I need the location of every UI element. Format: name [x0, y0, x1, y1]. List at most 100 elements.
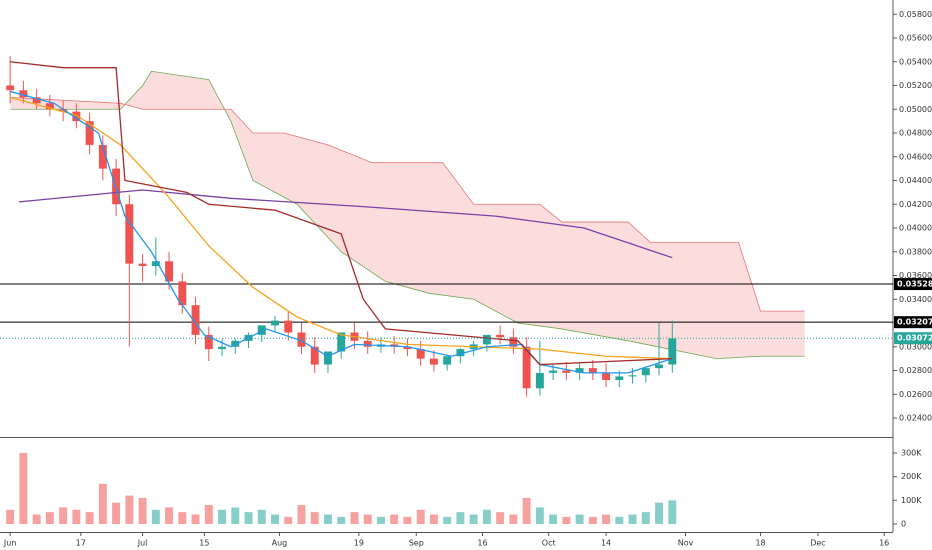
candle-body — [191, 305, 200, 335]
volume-bar — [350, 512, 359, 524]
volume-bar — [284, 516, 293, 524]
volume-bar — [443, 516, 452, 524]
candle-body — [522, 346, 531, 389]
x-tick-label: 16 — [477, 539, 487, 548]
volume-bar — [151, 509, 160, 524]
candle-body — [165, 261, 174, 282]
candle-body — [6, 85, 15, 91]
volume-bar — [588, 516, 597, 524]
candle-body — [509, 337, 518, 347]
candle-body — [456, 349, 465, 357]
candle-body — [363, 340, 372, 347]
candle-body — [628, 375, 637, 377]
candle-body — [588, 368, 597, 373]
candle-body — [151, 261, 160, 266]
volume-bar — [363, 514, 372, 524]
volume-bar — [482, 509, 491, 524]
x-tick-label: 15 — [199, 539, 209, 548]
volume-y-tick-label: 200K — [901, 472, 922, 481]
candle-body — [602, 372, 611, 380]
volume-bar — [72, 509, 81, 524]
x-tick-label: Jun — [3, 539, 17, 548]
volume-bar — [562, 516, 571, 524]
candle-body — [443, 356, 452, 365]
indicator-line — [9, 96, 673, 360]
candle-body — [549, 370, 558, 373]
price-label-box — [894, 316, 932, 329]
x-tick-label: Dec — [810, 539, 825, 548]
volume-bar — [496, 512, 505, 524]
volume-bar — [218, 509, 227, 524]
candle-body — [482, 334, 491, 345]
candle-body — [337, 332, 346, 352]
last-price-box — [894, 332, 932, 345]
volume-bar — [125, 495, 134, 524]
volume-bar — [390, 514, 399, 524]
volume-bar — [469, 514, 478, 524]
volume-bar — [45, 512, 54, 524]
volume-bar — [165, 507, 174, 524]
candle-body — [204, 334, 213, 350]
candle-body — [575, 368, 584, 373]
volume-bar — [429, 514, 438, 524]
candle-body — [59, 109, 68, 112]
candle-body — [72, 111, 81, 122]
cloud-span-b — [10, 96, 805, 312]
volume-y-tick-label: 300K — [901, 449, 922, 458]
volume-bar — [85, 512, 94, 524]
volume-bar — [549, 514, 558, 524]
candle-body — [125, 204, 134, 264]
candle-body — [297, 332, 306, 347]
candle-body — [416, 349, 425, 359]
volume-bar — [337, 516, 346, 524]
candle-body — [284, 320, 293, 333]
candle-body — [324, 351, 332, 365]
volume-bar — [615, 516, 624, 524]
x-tick-label: Jul — [137, 539, 148, 548]
volume-bar — [602, 514, 611, 524]
volume-bar — [19, 453, 28, 524]
candle-body — [310, 346, 319, 365]
candle-body — [32, 97, 41, 104]
cloud-span-a — [10, 70, 805, 360]
volume-bar — [257, 509, 266, 524]
candle-body — [19, 90, 28, 98]
price-label-box — [894, 278, 932, 291]
candle-body — [641, 368, 650, 376]
volume-bar — [178, 512, 187, 524]
candle-body — [257, 325, 266, 335]
volume-bar — [231, 507, 240, 524]
volume-bar — [628, 514, 637, 524]
candle-body — [178, 281, 187, 306]
candle-body — [98, 144, 107, 169]
volume-bar — [138, 497, 147, 524]
candle-body — [403, 346, 412, 350]
volume-bar — [297, 505, 306, 524]
volume-bar — [668, 500, 677, 524]
x-tick-label: 16 — [879, 539, 889, 548]
volume-bar — [456, 512, 465, 524]
x-tick-label: 19 — [354, 539, 364, 548]
x-tick-label: Oct — [542, 539, 556, 548]
candle-body — [271, 320, 279, 326]
x-tick-label: 18 — [755, 539, 765, 548]
candle-body — [85, 121, 94, 145]
volume-bar — [641, 512, 650, 524]
volume-bar — [112, 502, 121, 524]
candle-body — [668, 338, 677, 365]
y-tick-label: 0.058000 — [899, 10, 932, 19]
candle-body — [45, 103, 54, 110]
candle-body — [429, 358, 438, 365]
volume-bar — [191, 514, 200, 524]
volume-bar — [59, 507, 68, 524]
candle-body — [231, 340, 240, 347]
candle-body — [535, 372, 544, 389]
